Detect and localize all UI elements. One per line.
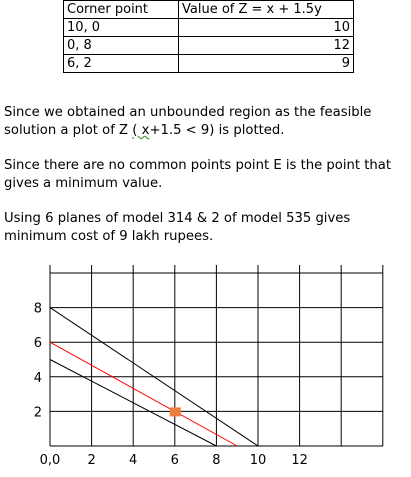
x-tick-labels: 0,0 2 4 6 8 10 12 [40,453,308,468]
series-line-3 [49,341,238,447]
chart-markers [169,407,181,417]
header-value-of-z: Value of Z = x + 1.5y [178,0,354,19]
cell-value: 10 [178,18,354,37]
table-header-row: Corner point Value of Z = x + 1.5y [63,0,354,19]
series-line-1 [49,307,259,447]
cell-point: 0, 8 [63,36,179,55]
chart-series [49,307,259,447]
table-row: 6, 2 9 [63,54,354,73]
x-tick-label: 4 [129,453,137,468]
series-line-2 [49,359,217,447]
paragraph-unbounded-region: Since we obtained an unbounded region as… [4,104,409,140]
y-tick-label: 2 [34,405,42,420]
x-tick-label: 12 [291,453,308,468]
chart-grid [49,265,384,447]
cell-value: 9 [178,54,354,73]
cell-point: 10, 0 [63,18,179,37]
table-row: 0, 8 12 [63,36,354,55]
x-tick-label: 10 [250,453,267,468]
corner-point-table: Corner point Value of Z = x + 1.5y 10, 0… [63,0,354,73]
y-tick-label: 6 [34,336,42,351]
y-tick-labels: 2 4 6 8 [34,302,42,421]
cell-value: 12 [178,36,354,55]
optimal-point-marker [169,407,181,417]
x-tick-label: 0,0 [40,453,61,468]
paragraph-conclusion: Using 6 planes of model 314 & 2 of model… [4,211,351,244]
x-tick-label: 6 [171,453,179,468]
feasible-region-chart: 0,0 2 4 6 8 10 12 2 4 6 8 [34,265,384,468]
paragraph-text: +1.5 < 9) is plotted. [149,123,285,138]
cell-point: 6, 2 [63,54,179,73]
y-tick-label: 8 [34,302,42,317]
spellcheck-underlined-text: ( x [132,123,150,138]
paragraph-text: Since we obtained an unbounded region as… [4,105,372,138]
y-tick-label: 4 [34,371,42,386]
table-row: 10, 0 10 [63,18,354,37]
paragraph-point-e: Since there are no common points point E… [4,158,392,191]
header-corner-point: Corner point [63,0,179,19]
x-tick-label: 8 [212,453,220,468]
x-tick-label: 2 [87,453,95,468]
